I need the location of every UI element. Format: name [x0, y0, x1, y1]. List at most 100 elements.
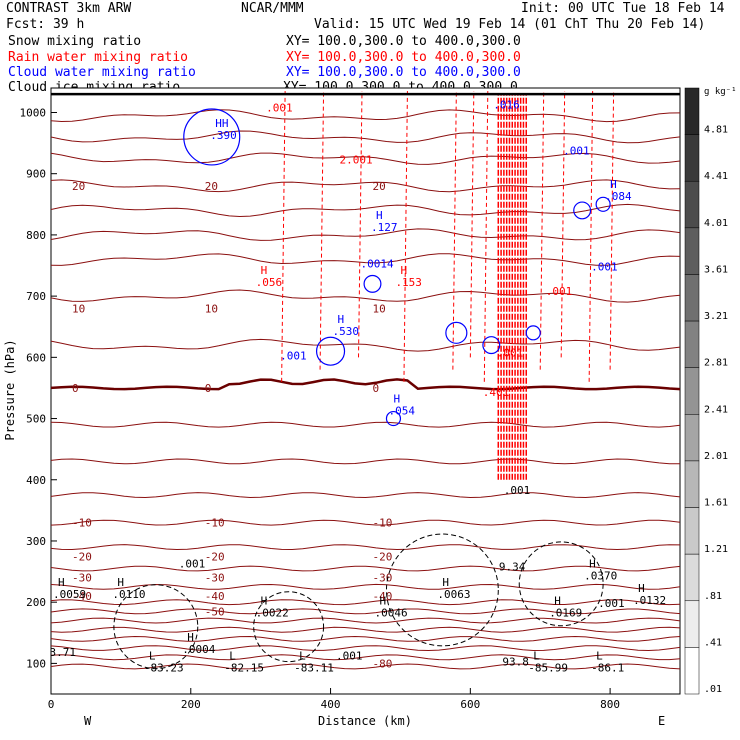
field-label-cloud-water: Cloud water mixing ratio	[8, 65, 196, 80]
extremum-value: .001	[497, 346, 524, 359]
extremum-value: .127	[371, 221, 398, 234]
isotherm-label: -20	[72, 550, 92, 563]
y-tick-label: 800	[26, 229, 46, 242]
plot-area	[50, 87, 681, 695]
extremum-marker: H	[117, 576, 124, 589]
isotherm-label: -10	[372, 517, 392, 530]
isotherm-label: 10	[372, 302, 385, 315]
x-end-left: W	[84, 714, 92, 728]
colorbar-swatch	[684, 180, 700, 229]
isotherm-line	[51, 179, 680, 193]
isotherm-line	[51, 654, 680, 661]
colorbar-swatch	[684, 553, 700, 602]
forecast-hour-label: Fcst: 39 h	[6, 17, 85, 32]
isotherm-label: -10	[205, 517, 225, 530]
colorbar-label: 1.61	[704, 498, 728, 509]
colorbar-label: .01	[704, 684, 722, 695]
extremum-marker: H	[442, 576, 449, 589]
extremum-marker: H	[187, 631, 194, 644]
isotherm-line	[51, 626, 680, 633]
extremum-marker: H	[400, 264, 407, 277]
isotherm-line	[51, 608, 680, 615]
extremum-value: .153	[395, 276, 422, 289]
isotherm-line	[51, 635, 680, 642]
extremum-value: .0063	[437, 588, 470, 601]
rain-contour	[469, 91, 475, 358]
extremum-marker: HH	[215, 117, 228, 130]
y-axis-title: Pressure (hPa)	[3, 339, 17, 440]
extremum-marker: H	[610, 178, 617, 191]
x-tick-label: 400	[321, 698, 341, 711]
extremum-value: .0169	[549, 606, 582, 619]
extremum-marker: H	[261, 264, 268, 277]
colorbar-label: 4.81	[704, 125, 728, 136]
isotherm-line	[51, 289, 680, 303]
colorbar-swatch	[684, 274, 700, 322]
y-tick-label: 300	[26, 535, 46, 548]
isotherm-line	[51, 152, 680, 165]
rain-contour	[319, 91, 325, 370]
extremum-marker: H	[376, 209, 383, 222]
cloud-water-contour	[595, 196, 611, 212]
cloud-water-contour	[315, 336, 346, 366]
colorbar-label: .41	[704, 637, 722, 648]
rain-contour	[358, 91, 363, 358]
cloud-ice-contour	[385, 533, 499, 647]
isotherm-line	[51, 421, 680, 428]
extremum-value: .530	[333, 325, 360, 338]
colorbar-label: 3.61	[704, 264, 728, 275]
isotherm-line	[51, 544, 680, 551]
cloud-water-contour	[573, 201, 592, 220]
extremum-value: -82.15	[224, 662, 264, 675]
extremum-marker: H	[338, 313, 345, 326]
isotherm-label: -40	[72, 590, 92, 603]
extremum-value: .0110	[112, 588, 145, 601]
colorbar-swatch	[684, 460, 700, 508]
colorbar-swatch	[684, 507, 700, 555]
isotherm-line	[51, 583, 680, 590]
cloud-water-contour	[385, 410, 402, 427]
extremum-marker: H	[379, 594, 386, 607]
rain-contour	[609, 91, 615, 370]
colorbar-swatch	[684, 320, 700, 368]
isotherm-line	[51, 519, 680, 526]
extremum-value: .001	[266, 101, 293, 114]
extremum-value: .084	[605, 190, 632, 203]
extremum-value: .001	[546, 285, 573, 298]
isotherm-label: -40	[205, 590, 225, 603]
isotherm-line	[51, 130, 680, 144]
cloud-ice-contour	[253, 591, 325, 663]
extremum-value: 3.71	[49, 646, 76, 659]
extremum-value: .0132	[633, 594, 666, 607]
isotherm-label: -30	[72, 572, 92, 585]
y-tick-label: 100	[26, 657, 46, 670]
extremum-value: .001	[504, 484, 531, 497]
colorbar-swatch	[684, 600, 700, 648]
extremum-value: .390	[210, 129, 237, 142]
extremum-value: .0370	[584, 570, 617, 583]
isotherm-line	[51, 109, 680, 123]
colorbar-swatch	[684, 367, 700, 415]
extremum-marker: L	[229, 650, 236, 663]
extremum-value: 2.001	[340, 153, 373, 166]
extremum-value: .0014	[361, 258, 394, 271]
cloud-water-contour	[525, 325, 541, 341]
colorbar-label: 2.81	[704, 358, 728, 369]
extremum-value: .0059	[53, 588, 86, 601]
isotherm-line	[51, 645, 680, 652]
isotherm-label: 20	[372, 180, 385, 193]
field-xy-snow: XY= 100.0,300.0 to 400.0,300.0	[286, 34, 521, 49]
isotherm-line	[51, 492, 680, 499]
extremum-value: .010	[633, 71, 660, 84]
isotherm-label: 20	[205, 180, 218, 193]
isotherm-label: -20	[372, 550, 392, 563]
colorbar-label: 2.41	[704, 404, 728, 415]
isotherm-line	[51, 617, 680, 624]
x-end-right: E	[658, 714, 665, 728]
isotherm-line	[51, 663, 680, 670]
extremum-marker: H	[414, 59, 421, 72]
extremum-value: .016	[493, 98, 520, 111]
isotherm-line	[51, 338, 680, 352]
cloud-water-contour	[482, 336, 501, 355]
isotherm-line	[51, 599, 680, 606]
